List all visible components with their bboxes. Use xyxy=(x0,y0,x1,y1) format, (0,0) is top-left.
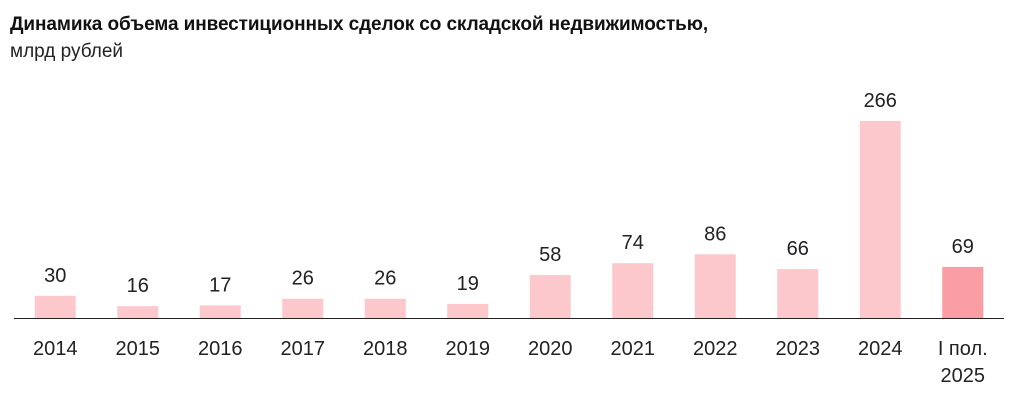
x-tick-label: 2018 xyxy=(363,338,408,360)
bar xyxy=(117,306,159,318)
bar xyxy=(364,298,406,318)
x-tick-label: 2022 xyxy=(693,338,738,360)
bar xyxy=(859,121,901,318)
chart-title: Динамика объема инвестиционных сделок со… xyxy=(10,14,709,35)
data-label: 66 xyxy=(787,238,809,260)
bar xyxy=(694,254,736,318)
bar xyxy=(777,269,819,318)
data-label: 26 xyxy=(374,268,396,290)
bar xyxy=(529,275,571,318)
bar xyxy=(447,303,489,318)
x-tick-label: 2016 xyxy=(198,338,243,360)
bar xyxy=(942,266,984,318)
x-tick-label: 2017 xyxy=(281,338,326,360)
data-label: 26 xyxy=(292,268,314,290)
x-tick-label: 2023 xyxy=(776,338,821,360)
x-tick-label: 2024 xyxy=(858,338,903,360)
data-label: 30 xyxy=(44,265,66,287)
x-tick-label: 2015 xyxy=(116,338,161,360)
bar xyxy=(34,295,76,318)
data-label: 17 xyxy=(209,274,231,296)
bar xyxy=(199,305,241,318)
x-tick-label: 2021 xyxy=(611,338,656,360)
data-label: 19 xyxy=(457,273,479,295)
x-tick-label: 2020 xyxy=(528,338,573,360)
data-label: 86 xyxy=(704,223,726,245)
x-tick-label: 2025 xyxy=(941,365,986,387)
data-label: 266 xyxy=(864,90,897,112)
bar xyxy=(612,263,654,318)
bar xyxy=(282,298,324,318)
data-label: 69 xyxy=(952,236,974,258)
data-label: 74 xyxy=(622,232,644,254)
data-label: 58 xyxy=(539,244,561,266)
x-tick-label: 2014 xyxy=(33,338,78,360)
x-tick-label: I пол. xyxy=(938,338,988,360)
chart-subtitle: млрд рублей xyxy=(10,41,124,62)
x-tick-label: 2019 xyxy=(446,338,491,360)
data-label: 16 xyxy=(127,275,149,297)
